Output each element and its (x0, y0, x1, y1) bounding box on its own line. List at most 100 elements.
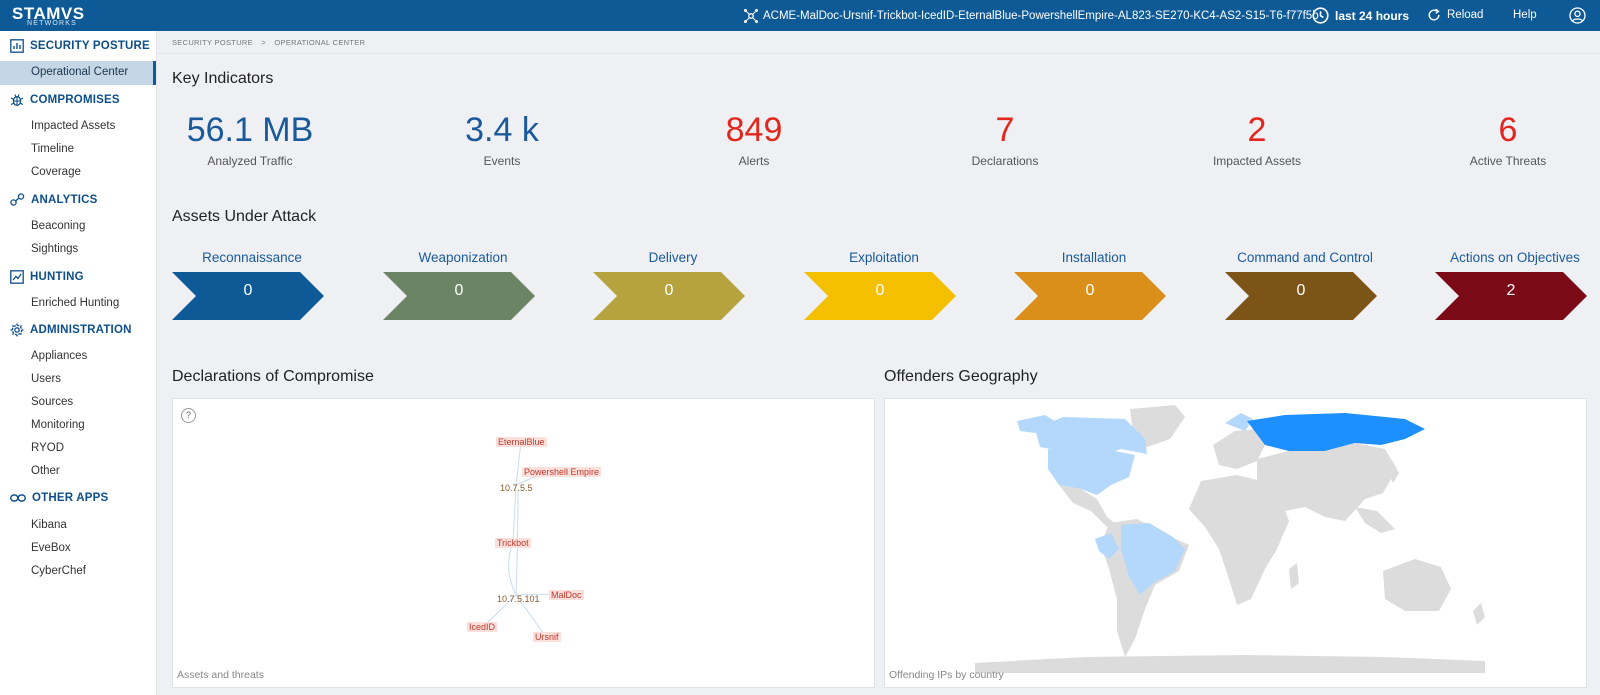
declarations-title: Declarations of Compromise (172, 368, 374, 385)
clock-icon (1312, 7, 1329, 24)
kpi-label: Analyzed Traffic (207, 154, 293, 168)
breadcrumb-root[interactable]: SECURITY POSTURE (172, 38, 253, 47)
sidebar-section-administration[interactable]: ADMINISTRATION (10, 323, 132, 337)
chart-icon (10, 39, 24, 53)
sidebar-item-coverage[interactable]: Coverage (31, 166, 81, 178)
stamus-logo[interactable]: STAMVS NETWORKS (10, 4, 130, 28)
sidebar-section-analytics[interactable]: ANALYTICS (10, 193, 98, 207)
sidebar-item-beaconing[interactable]: Beaconing (31, 220, 86, 232)
sidebar-item-ryod[interactable]: RYOD (31, 442, 65, 454)
phase-arrow (1014, 272, 1166, 320)
kpi-label: Declarations (971, 154, 1039, 168)
phase-actions-on-objectives[interactable]: Actions on Objectives 2 (1435, 248, 1595, 320)
reload-button[interactable]: Reload (1427, 8, 1483, 22)
sidebar-section-compromises[interactable]: COMPROMISES (10, 93, 120, 107)
phase-weaponization[interactable]: Weaponization 0 (383, 248, 543, 320)
sidebar-item-sources[interactable]: Sources (31, 396, 74, 408)
graph-node-threat[interactable]: Trickbot (495, 538, 531, 548)
kpi-alerts[interactable]: 849 Alerts (654, 110, 854, 168)
graph-node-asset[interactable]: 10.7.5.101 (497, 594, 540, 604)
geography-title: Offenders Geography (884, 368, 1038, 385)
graph-node-threat[interactable]: Ursnif (533, 632, 561, 642)
sidebar-item-cyberchef[interactable]: CyberChef (31, 565, 86, 577)
sidebar-section-label: HUNTING (30, 271, 84, 283)
kpi-label: Alerts (738, 154, 770, 168)
phase-exploitation[interactable]: Exploitation 0 (804, 248, 964, 320)
kpi-events[interactable]: 3.4 k Events (402, 110, 602, 168)
kpi-label: Events (483, 154, 521, 168)
hunting-chart-icon (10, 270, 24, 284)
sidebar-section-other-apps[interactable]: OTHER APPS (10, 492, 108, 504)
sidebar-item-sightings[interactable]: Sightings (31, 243, 79, 255)
sidebar-item-appliances[interactable]: Appliances (31, 350, 88, 362)
time-period-label: last 24 hours (1335, 8, 1410, 23)
phase-count: 2 (1506, 282, 1516, 299)
sidebar: SECURITY POSTURE Operational Center COMP… (0, 31, 157, 695)
phase-reconnaissance[interactable]: Reconnaissance 0 (172, 248, 332, 320)
world-map[interactable] (885, 399, 1588, 689)
kpi-impacted-assets[interactable]: 2 Impacted Assets (1157, 110, 1357, 168)
help-link[interactable]: Help (1513, 9, 1537, 21)
sidebar-item-timeline[interactable]: Timeline (31, 143, 75, 155)
time-period-selector[interactable]: last 24 hours (1312, 7, 1409, 24)
assets-under-attack-title: Assets Under Attack (172, 208, 317, 225)
breadcrumb-separator: > (261, 38, 267, 47)
sidebar-item-users[interactable]: Users (31, 373, 62, 385)
graph-node-threat[interactable]: IcedID (467, 622, 498, 632)
graph-node-threat[interactable]: EternalBlue (496, 437, 547, 447)
phase-command-and-control[interactable]: Command and Control 0 (1225, 248, 1385, 320)
phase-arrow (593, 272, 745, 320)
nodes-icon (10, 193, 25, 206)
phase-count: 0 (875, 282, 885, 299)
phase-delivery[interactable]: Delivery 0 (593, 248, 753, 320)
sidebar-item-operational-center[interactable]: Operational Center (0, 61, 156, 85)
breadcrumb-divider (157, 53, 1600, 54)
phase-count: 0 (243, 282, 253, 299)
kpi-value: 6 (1498, 111, 1518, 149)
graph-edges (482, 441, 564, 638)
phase-label: Reconnaissance (202, 250, 302, 265)
phase-arrow (383, 272, 535, 320)
help-icon[interactable]: ? (181, 408, 196, 423)
hunt-filter[interactable]: ACME-MalDoc-Ursnif-Trickbot-IcedID-Etern… (743, 8, 1319, 24)
kpi-analyzed-traffic[interactable]: 56.1 MB Analyzed Traffic (150, 110, 350, 168)
kpi-label: Active Threats (1469, 154, 1547, 168)
sidebar-section-security-posture[interactable]: SECURITY POSTURE (10, 39, 150, 53)
kpi-declarations[interactable]: 7 Declarations (905, 110, 1105, 168)
user-icon (1569, 7, 1586, 24)
link-icon (10, 494, 26, 502)
sidebar-item-kibana[interactable]: Kibana (31, 519, 67, 531)
reload-icon (1428, 8, 1440, 21)
sidebar-item-enriched-hunting[interactable]: Enriched Hunting (31, 297, 120, 309)
geography-map-panel[interactable]: Offending IPs by country (884, 398, 1587, 688)
key-indicators-title: Key Indicators (172, 70, 274, 87)
phase-arrow (1435, 272, 1587, 320)
sidebar-section-label: OTHER APPS (32, 492, 109, 504)
graph-node-threat[interactable]: MalDoc (549, 590, 584, 600)
hunt-filter-text: ACME-MalDoc-Ursnif-Trickbot-IcedID-Etern… (763, 10, 1319, 22)
top-navigation-bar: STAMVS NETWORKS ACME-MalDoc-Ursnif-Trick… (0, 0, 1600, 31)
graph-node-asset[interactable]: 10.7.5.5 (500, 483, 533, 493)
kpi-label: Impacted Assets (1212, 154, 1302, 168)
phase-label: Weaponization (418, 250, 508, 265)
graph-node-threat[interactable]: Powershell Empire (522, 467, 602, 477)
breadcrumb-current: OPERATIONAL CENTER (274, 38, 366, 47)
gear-icon (10, 323, 24, 337)
sidebar-section-label: ANALYTICS (31, 194, 98, 206)
sidebar-section-hunting[interactable]: HUNTING (10, 270, 84, 284)
sidebar-item-monitoring[interactable]: Monitoring (31, 419, 85, 431)
phase-count: 0 (1296, 282, 1306, 299)
kpi-value: 2 (1247, 111, 1267, 149)
sidebar-section-label: COMPROMISES (30, 94, 120, 106)
kpi-active-threats[interactable]: 6 Active Threats (1408, 110, 1600, 168)
user-menu[interactable] (1569, 7, 1586, 29)
phase-count: 0 (454, 282, 464, 299)
declarations-graph-panel[interactable]: ? EternalBlue Powershell Empire 10.7.5.5… (172, 398, 875, 688)
sidebar-item-impacted-assets[interactable]: Impacted Assets (31, 120, 116, 132)
phase-installation[interactable]: Installation 0 (1014, 248, 1174, 320)
phase-count: 0 (664, 282, 674, 299)
sidebar-item-evebox[interactable]: EveBox (31, 542, 71, 554)
phase-label: Installation (1061, 250, 1127, 265)
phase-count: 0 (1085, 282, 1095, 299)
sidebar-item-other[interactable]: Other (31, 465, 60, 477)
